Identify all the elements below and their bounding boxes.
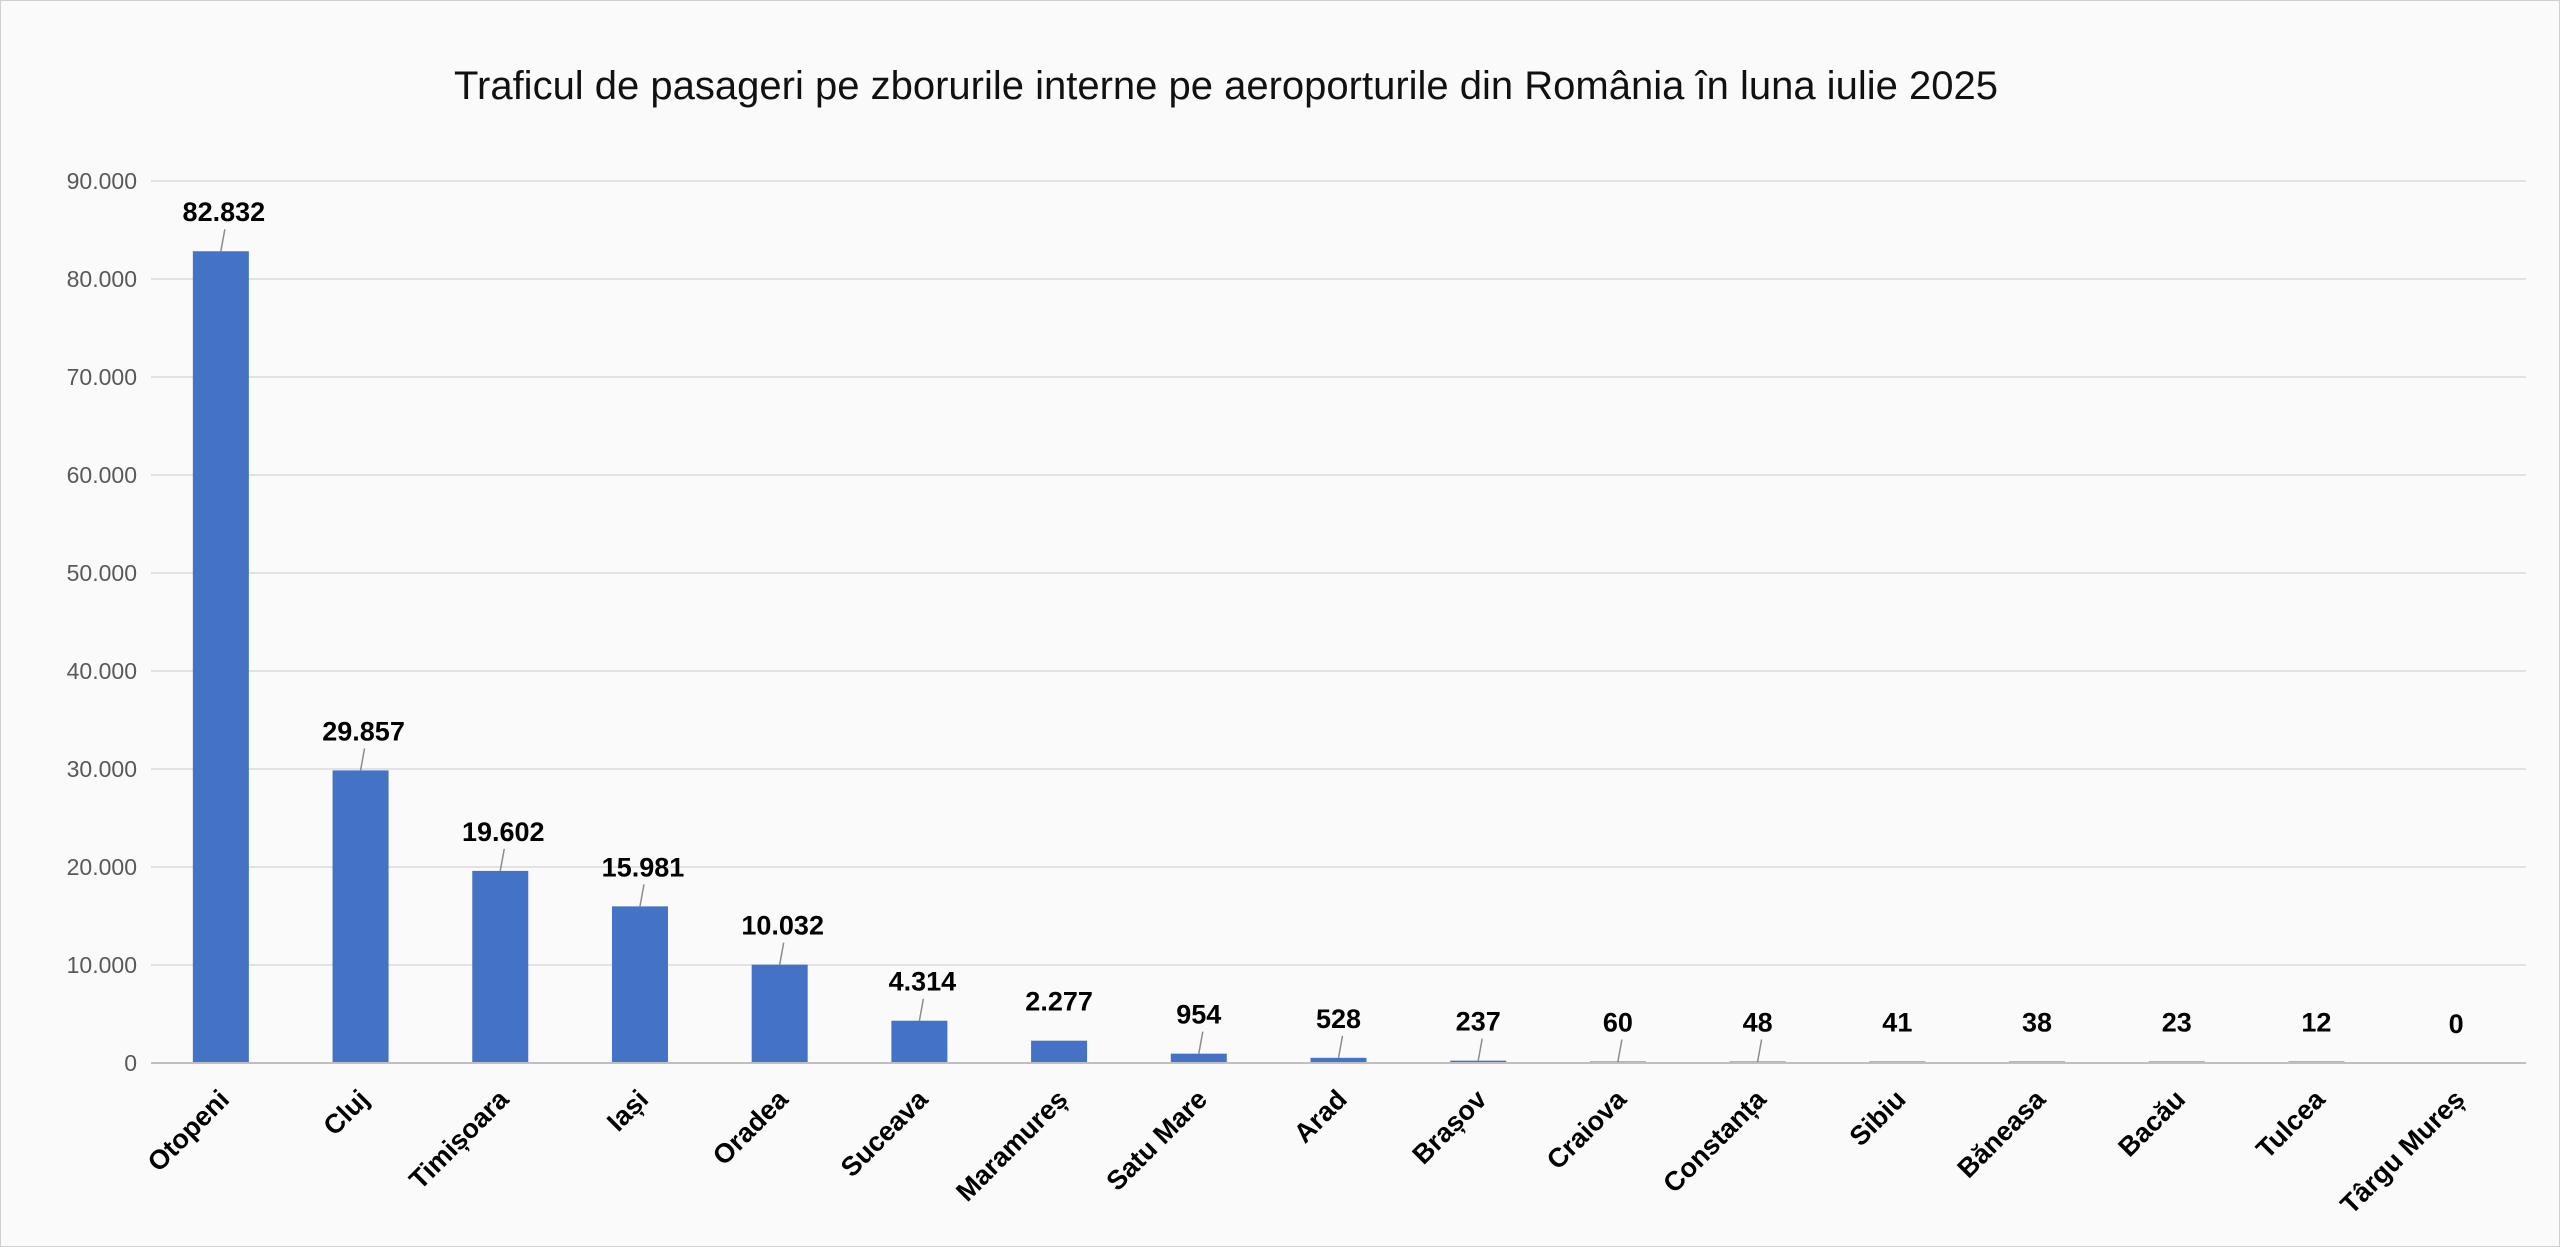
x-tick-label: Maramureș [950,1084,1073,1207]
x-tick-label: Brașov [1407,1084,1493,1170]
data-label-leader [778,942,785,965]
chart-title: Traficul de pasageri pe zborurile intern… [454,64,1998,108]
data-label: 23 [2162,1008,2192,1038]
y-tick-label: 80.000 [67,266,137,292]
data-label: 12 [2301,1008,2331,1038]
data-label-leader [1477,1038,1483,1061]
data-label: 528 [1316,1004,1361,1034]
data-label-leader [1198,1031,1204,1054]
data-label: 29.857 [322,716,405,746]
data-label: 48 [1743,1008,1773,1038]
data-label: 38 [2022,1008,2052,1038]
bar [1310,1057,1367,1063]
data-label-leader [1617,1039,1623,1062]
x-tick-label: Suceava [835,1083,934,1182]
data-label: 10.032 [741,911,824,941]
x-tick-label: Satu Mare [1101,1084,1213,1196]
bar [611,906,668,1063]
x-tick-label: Timișoara [403,1083,515,1195]
data-label-leader [499,848,506,872]
data-label: 60 [1603,1008,1633,1038]
data-label-leader [1756,1039,1763,1062]
bar [1450,1060,1507,1063]
data-label: 19.602 [462,817,545,847]
y-tick-label: 30.000 [67,756,137,782]
data-label: 41 [1882,1008,1912,1038]
bar [472,870,529,1063]
data-label: 0 [2449,1009,2464,1039]
x-tick-label: Constanța [1657,1083,1772,1198]
y-tick-label: 50.000 [67,560,137,586]
y-tick-label: 40.000 [67,658,137,684]
bar [751,964,808,1063]
gridlines [151,180,2526,966]
data-label-leader [1337,1035,1344,1058]
data-label-leader [639,884,645,907]
data-label-leader [220,229,226,252]
data-label: 4.314 [889,967,957,997]
data-label: 82.832 [183,197,266,227]
x-tick-label: Craiova [1541,1083,1633,1175]
bar [1031,1040,1088,1063]
bar [332,770,389,1063]
bar [192,251,249,1063]
y-tick-label: 10.000 [67,952,137,978]
x-tick-label: Bacău [2112,1084,2191,1163]
x-tick-label: Arad [1288,1084,1353,1149]
data-label: 15.981 [602,852,685,882]
x-tick-label: Iași [601,1084,654,1137]
y-tick-label: 90.000 [67,168,137,194]
x-tick-label: Oradea [707,1083,795,1171]
x-tick-label: Băneasa [1952,1083,2052,1183]
x-tick-label: Târgu Mureș [2335,1084,2471,1220]
bar [1170,1053,1227,1063]
y-tick-label: 60.000 [67,462,137,488]
x-tick-label: Cluj [318,1084,375,1141]
data-label-leader [918,998,925,1021]
x-tick-label: Sibiu [1844,1084,1912,1152]
x-tick-label: Tulcea [2250,1083,2331,1164]
y-tick-label: 0 [124,1050,137,1076]
y-tick-label: 20.000 [67,854,137,880]
data-label: 954 [1176,1000,1221,1030]
data-labels: 82.832 29.857 19.602 15.981 10.032 4.314 2.277… [183,197,2464,1039]
bars [192,251,2345,1063]
data-label-leader [359,748,366,771]
data-label: 237 [1456,1007,1501,1037]
y-tick-label: 70.000 [67,364,137,390]
data-label-leaders [220,229,1763,1062]
bar [891,1020,948,1063]
y-axis-ticks: 0 10.000 20.000 30.000 40.000 50.000 60.000 70.… [67,168,137,1076]
x-axis-ticks: Otopeni Cluj Timișoara Iași Oradea Suceava Mar… [142,1083,2471,1219]
x-tick-label: Otopeni [142,1084,235,1177]
data-label: 2.277 [1025,987,1093,1017]
